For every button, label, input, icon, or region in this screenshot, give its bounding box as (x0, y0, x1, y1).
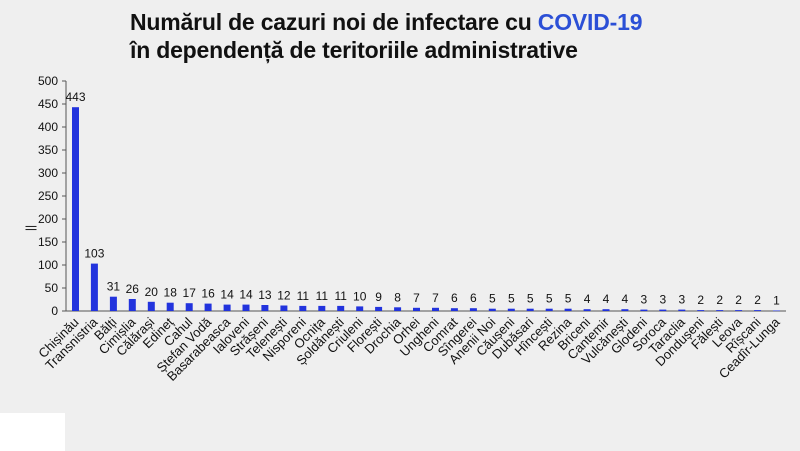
data-label: 4 (622, 292, 629, 306)
bar (659, 309, 667, 311)
bar (432, 307, 439, 311)
data-label: 2 (735, 293, 742, 307)
data-label: 3 (678, 293, 685, 307)
chart-title: Numărul de cazuri noi de infectare cu CO… (130, 8, 642, 64)
bar (583, 309, 591, 311)
data-label: 4 (603, 292, 610, 306)
bar (716, 310, 724, 311)
data-label: 11 (316, 289, 329, 303)
title-prefix: Numărul de cazuri noi de infectare cu (130, 9, 538, 35)
data-label: 18 (164, 286, 178, 300)
bar (166, 302, 174, 311)
bar (223, 304, 231, 311)
bar (507, 308, 515, 311)
data-label: 5 (565, 292, 572, 306)
bar (450, 308, 458, 311)
bar (337, 305, 345, 311)
bar (109, 296, 117, 311)
bar (640, 309, 648, 311)
y-tick-label: 450 (38, 97, 58, 111)
data-label: 443 (65, 90, 85, 104)
data-label: 6 (470, 291, 477, 305)
bar (394, 307, 402, 311)
data-label: 10 (353, 289, 367, 303)
bar (469, 308, 477, 311)
data-label: 13 (258, 288, 272, 302)
bar (185, 303, 193, 311)
bar (128, 299, 136, 311)
bar (621, 309, 629, 311)
y-tick-label: 350 (38, 143, 58, 157)
data-label: 8 (394, 290, 401, 304)
bar (773, 310, 780, 312)
data-label: 2 (697, 293, 704, 307)
category-labels: ChișinăuTransnistriaBălțiCimișliaCălăraș… (35, 314, 783, 384)
data-label: 17 (183, 286, 197, 300)
y-tick-label: 200 (38, 212, 58, 226)
bar (488, 308, 496, 311)
y-tick-label: 50 (45, 281, 59, 295)
bar (147, 301, 155, 311)
data-label: 14 (220, 288, 234, 302)
data-label: 31 (107, 280, 121, 294)
data-label: 3 (641, 293, 648, 307)
data-label: 7 (413, 291, 420, 305)
bar (602, 309, 610, 311)
bar (735, 310, 743, 311)
bar (242, 304, 250, 311)
bar (356, 306, 364, 311)
data-label: 9 (375, 290, 382, 304)
bar (318, 305, 326, 311)
chart-title-line1: Numărul de cazuri noi de infectare cu CO… (130, 8, 642, 36)
bar (526, 308, 534, 311)
bar (697, 310, 705, 311)
y-tick-label: 0 (51, 304, 58, 318)
y-tick-label: 300 (38, 166, 58, 180)
bar (564, 308, 572, 311)
data-label: 5 (546, 292, 553, 306)
data-label: 1 (773, 294, 780, 308)
data-label: 6 (451, 291, 458, 305)
bar (545, 308, 553, 311)
bar (299, 305, 307, 311)
y-tick-label: 100 (38, 258, 58, 272)
data-label: 14 (239, 288, 253, 302)
data-label: 12 (277, 289, 291, 303)
bar (678, 309, 686, 311)
y-tick-label: 400 (38, 120, 58, 134)
data-label: 5 (489, 292, 496, 306)
bar (413, 307, 420, 311)
data-label: 103 (84, 247, 104, 261)
bar (280, 305, 288, 311)
data-label: 11 (334, 289, 347, 303)
data-label: 5 (527, 292, 534, 306)
y-tick-label: 500 (38, 74, 58, 88)
y-tick-label: 150 (38, 235, 58, 249)
data-label: 20 (145, 285, 159, 299)
bars (72, 107, 780, 312)
data-label: 26 (126, 282, 140, 296)
y-axis-label: || (23, 225, 37, 231)
data-label: 4 (584, 292, 591, 306)
title-accent: COVID-19 (537, 9, 643, 35)
data-label: 16 (201, 287, 215, 301)
data-label: 3 (659, 293, 666, 307)
y-axis: 0 50 100 150 200 250 300 350 400 450 500 (38, 74, 786, 318)
y-tick-label: 250 (38, 189, 58, 203)
bar (375, 306, 383, 311)
data-label: 2 (754, 293, 761, 307)
chart-title-line2: în dependență de teritoriile administrat… (130, 37, 578, 63)
bar (72, 107, 79, 311)
bar (204, 303, 212, 311)
blank-corner (0, 413, 65, 451)
data-label: 5 (508, 292, 515, 306)
bar (261, 305, 269, 311)
data-label: 7 (432, 291, 439, 305)
data-label: 2 (716, 293, 723, 307)
bar (754, 310, 762, 311)
bar (90, 263, 98, 311)
data-label: 11 (297, 289, 310, 303)
